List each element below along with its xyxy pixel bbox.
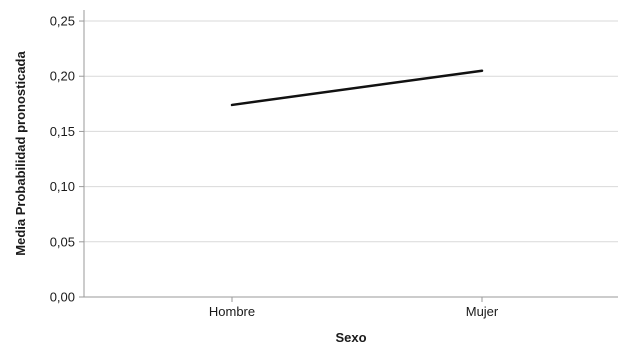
gridlines — [84, 20, 618, 243]
axes — [79, 10, 618, 302]
y-tick-labels: 0,00 0,05 0,10 0,15 0,20 0,25 — [50, 14, 75, 305]
y-tick-label: 0,00 — [50, 290, 75, 305]
y-axis-title: Media Probabilidad pronosticada — [13, 51, 28, 256]
x-axis-title: Sexo — [335, 330, 366, 345]
y-tick-label: 0,05 — [50, 234, 75, 249]
y-tick-label: 0,15 — [50, 124, 75, 139]
y-tick-label: 0,25 — [50, 14, 75, 29]
x-tick-label: Hombre — [209, 304, 255, 319]
y-tick-label: 0,20 — [50, 69, 75, 84]
y-tick-label: 0,10 — [50, 179, 75, 194]
x-tick-label: Mujer — [466, 304, 499, 319]
series-layer — [230, 69, 484, 107]
series-line — [230, 69, 484, 107]
x-tick-labels: Hombre Mujer — [209, 304, 499, 319]
